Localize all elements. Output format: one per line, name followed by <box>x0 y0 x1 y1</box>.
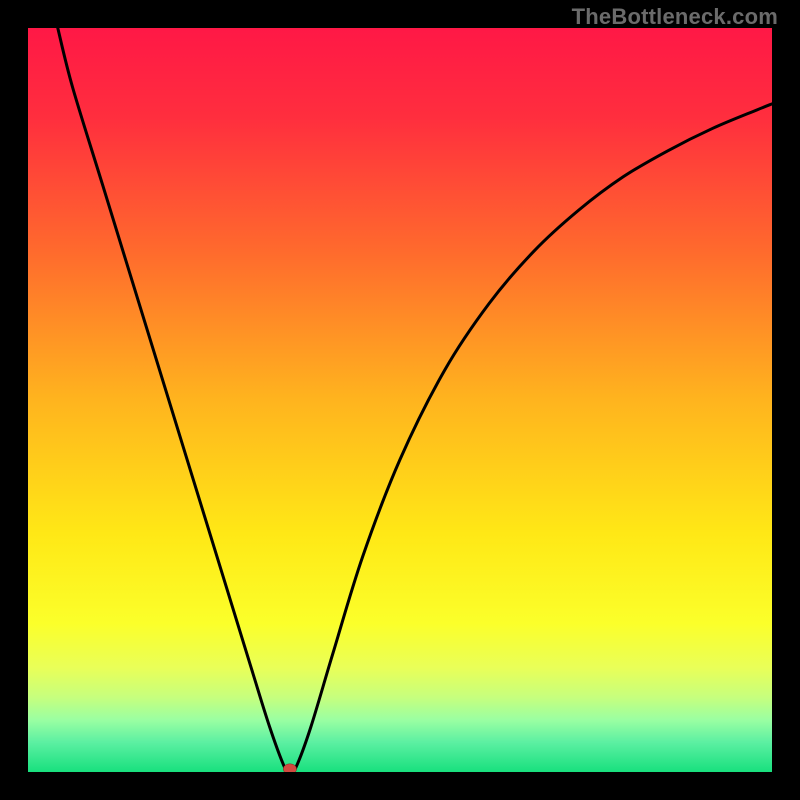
optimal-point-marker <box>283 764 296 772</box>
chart-background <box>28 28 772 772</box>
chart-svg <box>28 28 772 772</box>
watermark-text: TheBottleneck.com <box>572 4 778 30</box>
outer-frame: TheBottleneck.com <box>0 0 800 800</box>
plot-area <box>28 28 772 772</box>
